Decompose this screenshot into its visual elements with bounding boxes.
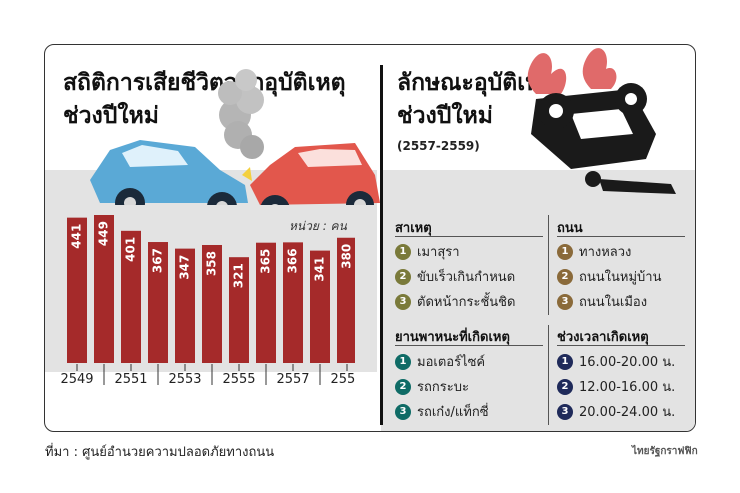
x-tick-label: 2559 [330,372,355,385]
road-item: 1 ทางหลวง [557,241,631,262]
number-badge: 2 [557,268,573,285]
bar-2554 [202,244,222,363]
left-title-line1: สถิติการเสียชีวิตจากอุบัติเหตุ [63,70,346,96]
vehicle-label: มอเตอร์ไซค์ [417,355,486,370]
bar-2552 [148,242,168,363]
x-tick-label: 2551 [114,372,147,385]
roads-title: ถนน [557,221,583,236]
center-divider [380,65,383,425]
vehicles-rule [395,345,543,346]
impact-spark-icon [242,167,252,181]
source-note: ที่มา : ศูนย์อำนวยความปลอดภัยทางถนน [45,445,275,460]
bar-2559 [337,237,355,363]
number-badge: 3 [395,293,411,310]
causes-title: สาเหตุ [395,221,432,236]
bar-2550 [94,215,114,363]
times-title: ช่วงเวลาเกิดเหตุ [557,330,649,345]
number-badge: 1 [395,353,411,370]
time-item: 1 16.00-20.00 น. [557,351,675,372]
number-badge: 1 [395,243,411,260]
time-label: 20.00-24.00 น. [579,405,676,420]
bar-2558 [310,250,330,363]
left-title: สถิติการเสียชีวิตจากอุบัติเหตุ ช่วงปีใหม… [63,67,373,133]
bar-2557 [283,242,303,363]
road-item: 2 ถนนในหมู่บ้าน [557,266,661,287]
bar-2553 [175,248,195,363]
x-tick-label: 2557 [276,372,309,385]
number-badge: 3 [557,293,573,310]
bar-value-label: 365 [259,249,273,274]
number-badge: 2 [395,378,411,395]
vehicle-label: รถกระบะ [417,380,469,395]
bar-value-label: 366 [286,248,300,273]
cause-label: ขับเร็วเกินกำหนด [417,270,516,285]
bar-value-label: 401 [124,237,138,262]
flame-icon [527,48,617,94]
overturned-car-icon [531,83,656,169]
bar-value-label: 347 [178,255,192,280]
unit-label: หน่วย : คน [289,219,347,233]
number-badge: 1 [557,353,573,370]
right-years: (2557-2559) [397,139,480,153]
right-gray-panel [381,170,695,431]
vehicle-item: 2 รถกระบะ [395,376,469,397]
overturned-car-illustration [527,48,676,194]
time-label: 16.00-20.00 น. [579,355,676,370]
bar-value-label: 321 [232,263,246,288]
number-badge: 2 [557,378,573,395]
time-item: 3 20.00-24.00 น. [557,401,675,422]
smoke-icon [218,69,264,159]
cause-item: 2 ขับเร็วเกินกำหนด [395,266,515,287]
road-label: ถนนในเมือง [579,295,648,310]
cause-item: 3 ตัดหน้ากระชั้นชิด [395,291,515,312]
cause-item: 1 เมาสุรา [395,241,460,262]
car-crash-illustration [90,69,380,205]
x-tick-label: 2549 [60,372,93,385]
road-item: 3 ถนนในเมือง [557,291,647,312]
vehicle-item: 1 มอเตอร์ไซค์ [395,351,485,372]
bar-value-label: 358 [205,251,219,276]
causes-rule [395,236,543,237]
bar-2555 [229,257,249,363]
infographic-card: สถิติการเสียชีวิตจากอุบัติเหตุ ช่วงปีใหม… [44,44,696,432]
cause-label: เมาสุรา [417,245,460,260]
blue-car-icon [90,140,248,205]
bar-2549 [67,217,87,363]
road-label: ทางหลวง [579,245,632,260]
x-tick-label: 2555 [222,372,255,385]
right-title: ลักษณะอุบัติเหตุ ช่วงปีใหม่ [397,67,597,133]
red-car-icon [250,143,380,205]
right-title-line2: ช่วงปีใหม่ [397,103,493,129]
roads-rule [557,236,685,237]
time-label: 12.00-16.00 น. [579,380,676,395]
vehicle-item: 3 รถเก๋ง/แท็กซี่ [395,401,489,422]
bar-value-label: 380 [340,244,354,269]
right-column-divider-top [548,215,549,315]
left-title-line2: ช่วงปีใหม่ [63,103,159,129]
credit-logo: ไทยรัฐกราฟฟิก [632,446,698,457]
number-badge: 3 [557,403,573,420]
road-label: ถนนในหมู่บ้าน [579,270,662,285]
bar-value-label: 449 [97,221,111,246]
injured-person-icon [585,171,676,194]
vehicles-title: ยานพาหนะที่เกิดเหตุ [395,330,510,345]
number-badge: 3 [395,403,411,420]
number-badge: 2 [395,268,411,285]
bar-2556 [256,242,276,363]
cause-label: ตัดหน้ากระชั้นชิด [417,295,516,310]
number-badge: 1 [557,243,573,260]
deaths-bar-chart: 4412549449255040125513672552347255335825… [60,215,355,385]
times-rule [557,345,685,346]
time-item: 2 12.00-16.00 น. [557,376,675,397]
bar-value-label: 441 [70,224,84,249]
bar-value-label: 341 [313,257,327,282]
x-tick-label: 2553 [168,372,201,385]
vehicle-label: รถเก๋ง/แท็กซี่ [417,405,489,420]
right-column-divider-bottom [548,325,549,425]
bar-2551 [121,230,141,363]
bar-value-label: 367 [151,248,165,273]
